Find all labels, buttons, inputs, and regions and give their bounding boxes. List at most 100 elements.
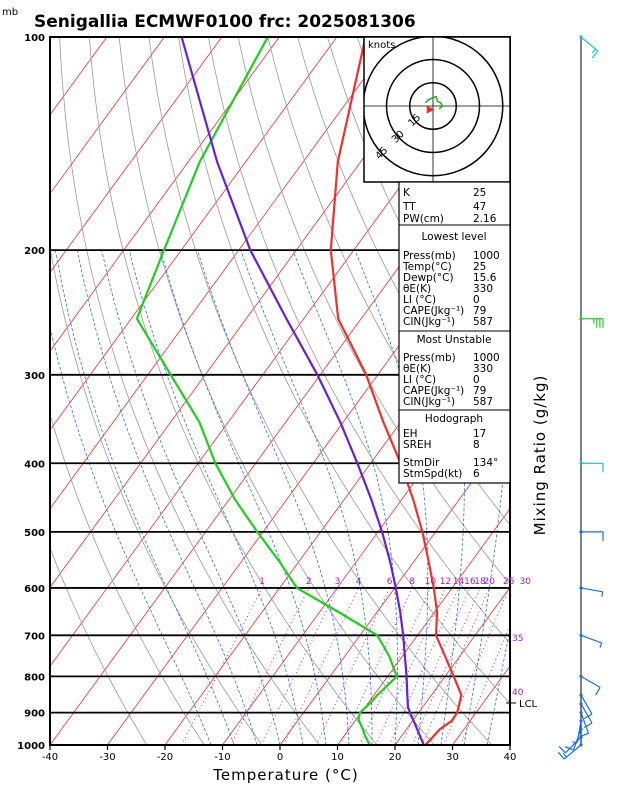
sounding-profiles [135,37,463,745]
mixing-ratio-label: 16 [464,577,476,587]
mixing-ratio-line [359,587,431,745]
mu-cape-value: 79 [473,385,486,397]
tt-value: 47 [473,201,486,213]
lowest-temp-label: Temp(°C) [402,261,452,273]
lowest-cin-value: 587 [473,316,493,328]
isotherm-line [337,508,510,745]
pressure-tick-label: 500 [24,528,45,539]
wind-barb [572,719,583,744]
pw-value: 2.16 [473,213,497,225]
mixing-ratio-label: 6 [387,577,393,587]
mu-press-label: Press(mb) [403,352,456,364]
mu-press-value: 1000 [473,352,500,364]
moist-adiabat-line [101,250,281,745]
stmdir-value: 134° [473,457,498,469]
mixing-ratio-label: 2 [306,577,312,587]
wind-barb [579,633,603,648]
moist-adiabat-line [55,250,235,745]
dry-adiabat-line [50,413,205,745]
wind-barb [579,586,604,597]
wind-barb [579,35,599,59]
mixing-ratio-label: 1 [259,577,265,587]
isotherm-line [50,37,108,116]
theta-label-40: 40 [512,688,524,698]
mixing-ratio-label: 4 [356,577,362,587]
theta-label-35: 35 [512,634,523,644]
mu-li-value: 0 [473,374,480,386]
wind-barb [579,711,590,737]
temperature-tick-label: -40 [42,752,58,763]
wind-barb [579,317,604,328]
isotherm-line [50,37,223,274]
dry-adiabat-line [178,37,510,705]
mixing-ratio-line [421,587,490,745]
mixing-ratio-line [411,587,481,745]
lowest-li-label: LI (°C) [403,294,436,306]
mu-li-label: LI (°C) [403,374,436,386]
isotherm-line [394,586,510,745]
mixing-ratio-axis-label: Mixing Ratio (g/kg) [531,375,549,536]
isotherm-line [50,37,280,352]
dry-adiabat-line [595,37,618,745]
lowest-press-label: Press(mb) [403,250,456,262]
pw-label: PW(cm) [403,213,444,225]
mixing-ratio-line [375,587,446,745]
storm-motion-marker [426,105,435,114]
pressure-tick-label: 100 [24,33,45,44]
mixing-ratio-label: 30 [520,577,532,587]
temperature-tick-label: -10 [214,752,230,763]
stmspd-value: 6 [473,468,480,480]
moist-adiabat-line [197,249,350,745]
lowest-temp-value: 25 [473,261,486,273]
moist-adiabat-line [128,250,304,745]
pressure-tick-label: 400 [24,459,45,470]
temperature-tick-label: 30 [446,752,459,763]
mixing-ratio-line [340,587,413,745]
temperature-tick-label: 20 [389,752,402,763]
hodograph-unit-label: knots [368,40,395,51]
sreh-label: SREH [403,439,432,451]
stmspd-label: StmSpd(kt) [403,468,462,480]
mixing-ratio-label: 25 [503,577,514,587]
x-axis-label: Temperature (°C) [212,766,358,784]
mixing-ratio-label: 3 [335,577,341,587]
dry-adiabat-line [88,37,378,745]
parcel-profile-line [180,37,425,745]
mixing-ratio-line [260,587,338,745]
isotherm-line [279,429,510,745]
lcl-label: LCL [519,699,538,710]
eh-label: EH [403,428,418,440]
lowest-dewp-label: Dewp(°C) [403,272,454,284]
temperature-tick-label: -30 [99,752,115,763]
isotherm-line [568,37,618,745]
sreh-value: 8 [473,439,480,451]
moist-adiabat-line [160,249,327,745]
temperature-tick-label: 10 [331,752,344,763]
mixing-ratio-line [389,587,459,745]
lowest-cape-value: 79 [473,305,486,317]
pressure-tick-label: 900 [24,709,45,720]
wind-barb [558,735,583,754]
hodograph-params-header: Hodograph [425,413,483,425]
moist-adiabat-line [77,250,258,745]
dry-adiabat-line [50,245,263,745]
k-label: K [403,187,411,199]
dry-adiabat-line [50,546,148,745]
temperature-tick-labels: -40 -30 -20 -10 0 10 20 30 40 [42,745,517,763]
wind-barb-column [557,35,604,760]
background-lines [50,37,618,745]
k-value: 25 [473,187,486,199]
pressure-tick-label: 1000 [17,741,45,752]
stmdir-label: StmDir [403,457,440,469]
lowest-li-value: 0 [473,294,480,306]
eh-value: 17 [473,428,486,440]
temperature-tick-label: 40 [504,752,517,763]
mixing-ratio-line [460,623,510,745]
pressure-unit-label: mb [2,7,18,18]
mixing-ratio-label: 20 [483,577,495,587]
mixing-ratio-line [315,587,391,745]
mu-cape-label: CAPE(Jkg⁻¹) [403,385,464,397]
lowest-thetae-value: 330 [473,283,493,295]
